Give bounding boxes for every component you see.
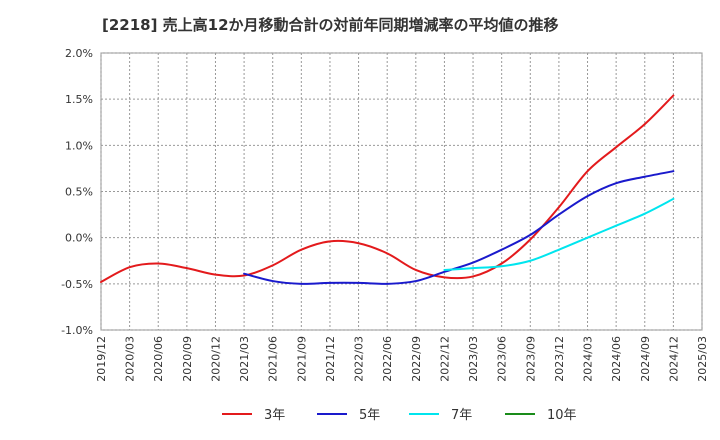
x-tick-label: 2022/09 <box>410 336 423 382</box>
legend-label: 5年 <box>359 408 380 423</box>
x-tick-label: 2025/03 <box>696 336 709 382</box>
series-line-1 <box>100 94 675 283</box>
y-tick-label: -1.0% <box>61 324 93 337</box>
series-line-2 <box>243 170 675 285</box>
y-tick-label: 0.0% <box>65 232 93 245</box>
x-tick-label: 2024/12 <box>667 336 680 382</box>
x-tick-label: 2020/03 <box>124 336 137 382</box>
x-tick-label: 2022/12 <box>438 336 451 382</box>
x-tick-label: 2023/12 <box>553 336 566 382</box>
x-tick-label: 2023/03 <box>467 336 480 382</box>
x-tick-label: 2021/03 <box>238 336 251 382</box>
x-tick-label: 2020/06 <box>152 336 165 382</box>
x-tick-label: 2022/06 <box>381 336 394 382</box>
series-line-3 <box>443 197 675 271</box>
x-tick-label: 2024/09 <box>639 336 652 382</box>
x-tick-label: 2019/12 <box>95 336 108 382</box>
legend-label: 7年 <box>451 408 472 423</box>
x-tick-label: 2021/12 <box>324 336 337 382</box>
x-tick-label: 2023/09 <box>524 336 537 382</box>
x-tick-label: 2023/06 <box>496 336 509 382</box>
y-tick-label: 1.0% <box>65 139 93 152</box>
y-tick-label: 1.5% <box>65 93 93 106</box>
x-tick-label: 2020/09 <box>181 336 194 382</box>
x-tick-label: 2022/03 <box>353 336 366 382</box>
y-tick-label: 0.5% <box>65 186 93 199</box>
y-tick-label: 2.0% <box>65 47 93 60</box>
x-tick-label: 2024/03 <box>582 336 595 382</box>
x-tick-label: 2020/12 <box>209 336 222 382</box>
legend-label: 10年 <box>547 408 577 423</box>
x-tick-label: 2024/06 <box>610 336 623 382</box>
legend-label: 3年 <box>264 408 285 423</box>
y-tick-label: -0.5% <box>61 278 93 291</box>
x-tick-label: 2021/09 <box>295 336 308 382</box>
x-tick-label: 2021/06 <box>267 336 280 382</box>
chart-title: [2218] 売上高12か月移動合計の対前年同期増減率の平均値の推移 <box>102 16 559 34</box>
